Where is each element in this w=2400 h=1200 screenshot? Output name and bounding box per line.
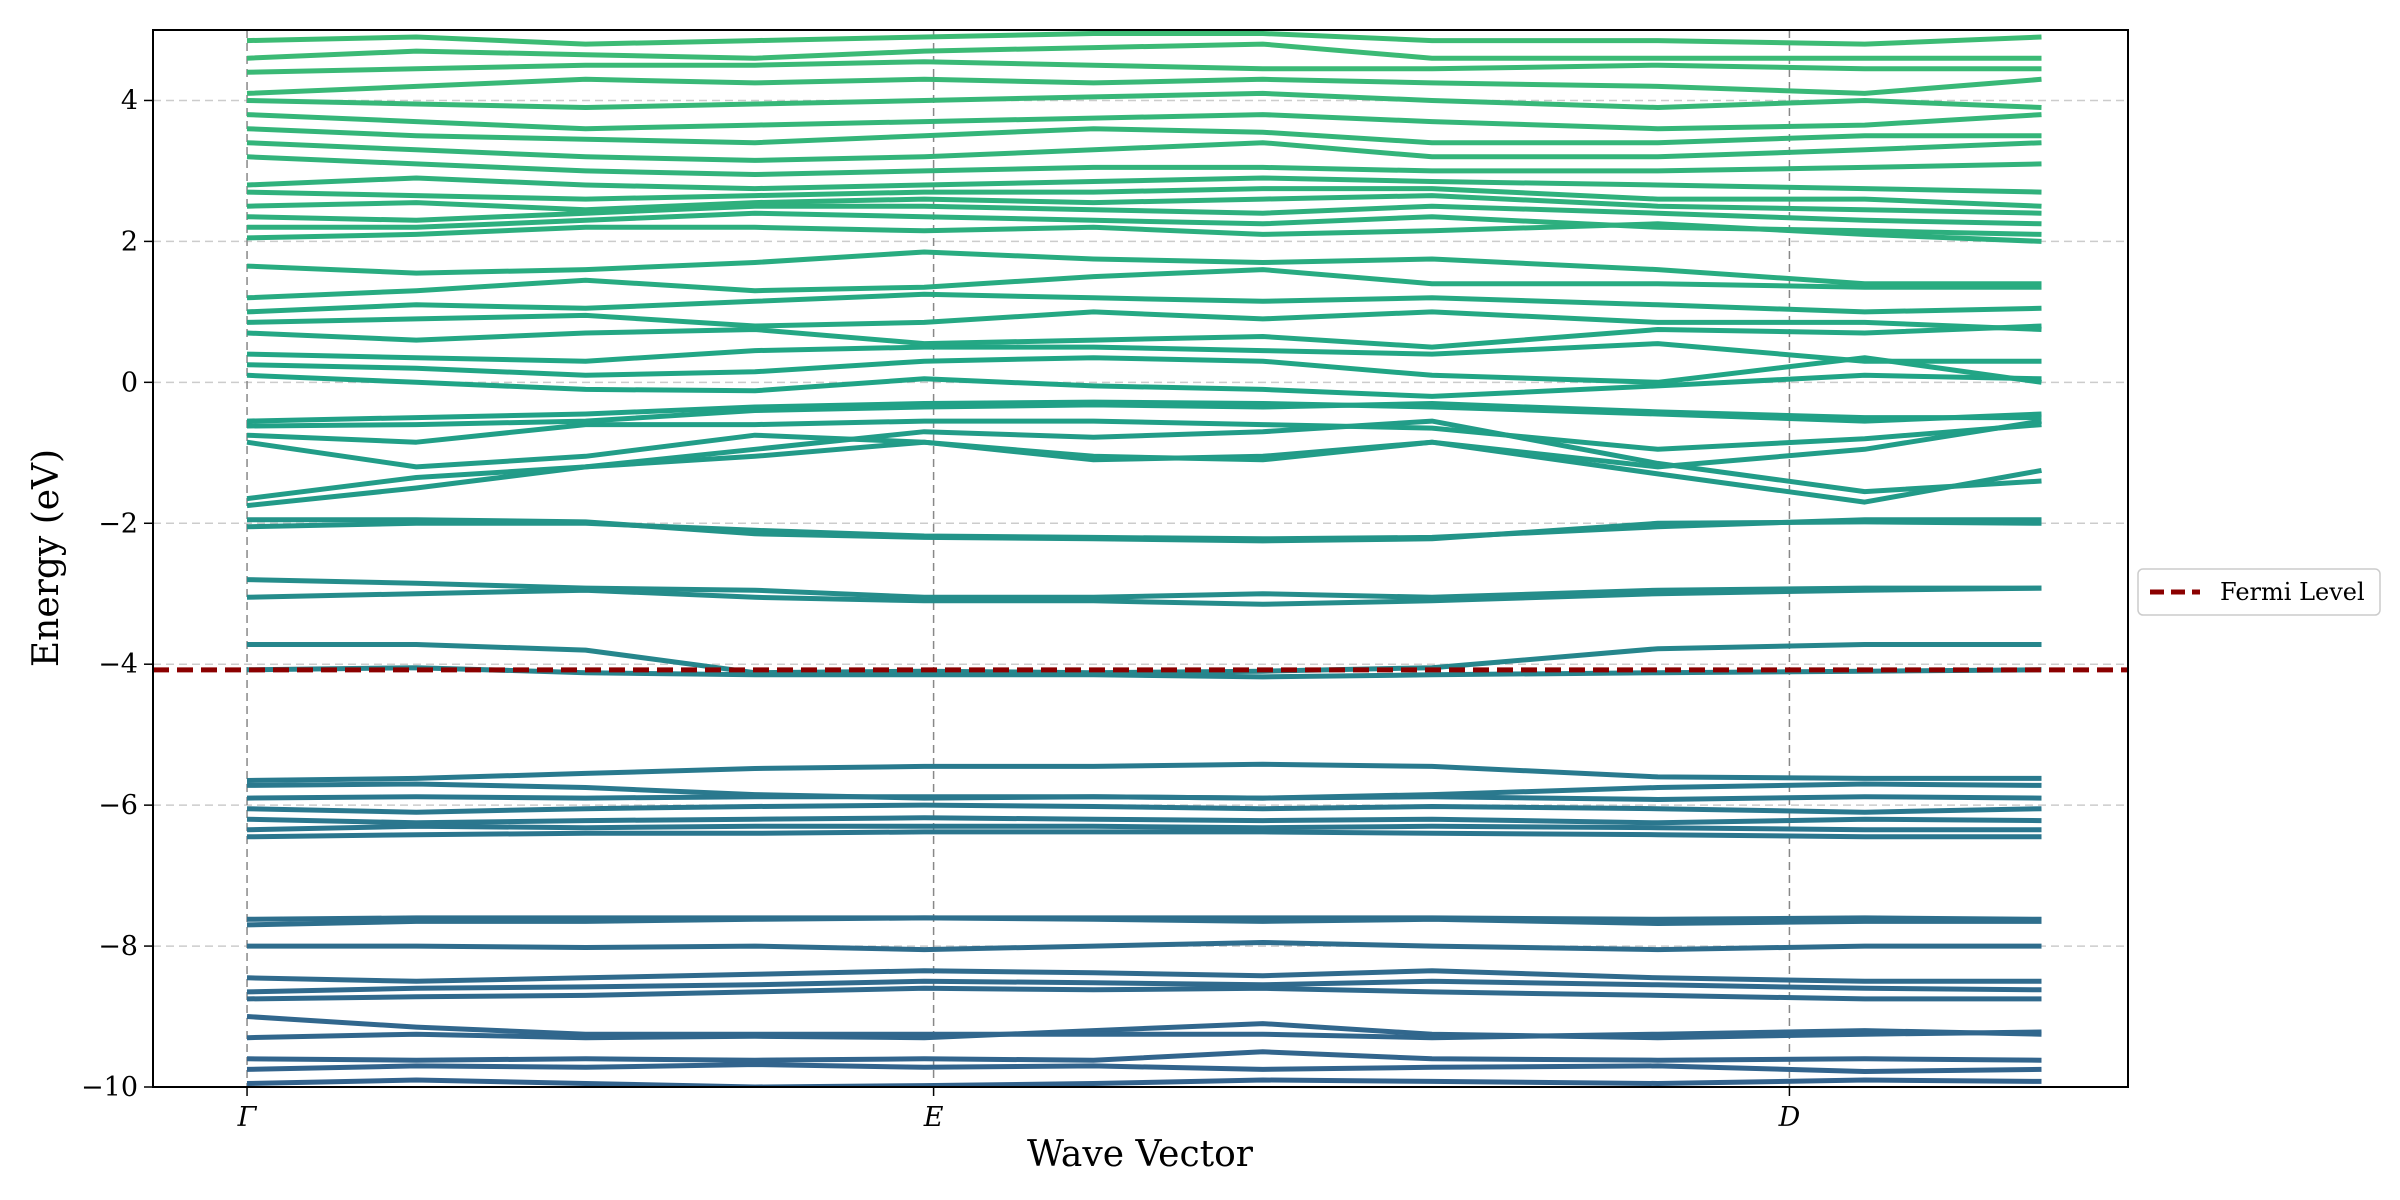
band-line-48	[246, 90, 2042, 110]
band-line-19	[247, 642, 2042, 676]
y-axis-ticks: 4 2 0 −2 −4 −6 −8 −10	[81, 85, 153, 1103]
band-line-13	[246, 815, 2042, 826]
band-line-20	[246, 585, 2042, 607]
band-line-30	[246, 372, 2042, 399]
band-line-16	[246, 781, 2042, 801]
band-line-5	[246, 985, 2042, 1002]
y-tick-label-5: −6	[98, 790, 138, 821]
band-line-28	[246, 401, 2042, 429]
band-line-14	[246, 802, 2042, 815]
band-line-45	[246, 140, 2042, 163]
x-tick-label-2: D	[1778, 1102, 1801, 1133]
band-line-47	[246, 112, 2042, 132]
band-line-21	[246, 577, 2042, 600]
band-line-51	[246, 41, 2042, 61]
legend: Fermi Level	[2137, 568, 2381, 616]
y-axis-label: Energy (eV)	[26, 449, 67, 667]
band-line-7	[246, 968, 2042, 984]
plot-frame	[152, 29, 2129, 1088]
band-line-23	[247, 517, 2042, 544]
y-tick-label-7: −10	[81, 1072, 138, 1103]
band-line-25	[246, 418, 2042, 502]
band-line-32	[246, 341, 2042, 364]
band-line-40	[246, 203, 2042, 227]
band-line-6	[246, 978, 2042, 995]
band-lines	[246, 31, 2042, 1087]
band-line-11	[246, 829, 2042, 840]
band-line-31	[246, 355, 2042, 385]
band-line-43	[246, 175, 2042, 195]
band-line-4	[246, 1014, 2042, 1041]
band-line-33	[246, 323, 2042, 350]
band-line-38	[246, 221, 2042, 244]
band-line-42	[246, 186, 2042, 209]
band-line-36	[246, 267, 2042, 301]
y-tick-label-6: −8	[98, 931, 138, 962]
band-line-52	[246, 31, 2042, 47]
band-line-49	[246, 76, 2042, 96]
y-tick-label-3: −2	[98, 508, 138, 539]
x-tick-label-1: E	[923, 1102, 944, 1133]
band-line-41	[246, 193, 2042, 216]
band-line-10	[246, 915, 2042, 922]
band-line-35	[246, 291, 2042, 315]
band-line-37	[246, 249, 2042, 287]
band-line-2	[246, 1049, 2042, 1063]
band-line-34	[246, 309, 2042, 332]
x-axis-label: Wave Vector	[1027, 1134, 1254, 1175]
band-line-0	[246, 1077, 2042, 1087]
band-line-29	[246, 399, 2042, 424]
band-line-3	[246, 1021, 2042, 1041]
y-tick-label-4: −4	[98, 649, 138, 680]
band-line-1	[246, 1062, 2042, 1074]
band-line-50	[246, 59, 2042, 75]
band-line-24	[246, 439, 2042, 509]
band-line-8	[247, 940, 2042, 953]
band-line-26	[246, 418, 2042, 470]
y-tick-label-2: 0	[121, 367, 138, 398]
band-line-27	[246, 418, 2042, 452]
x-tick-label-0: Γ	[237, 1102, 258, 1133]
legend-box	[2137, 568, 2381, 616]
legend-fermi-label: Fermi Level	[2220, 578, 2365, 606]
band-line-46	[246, 126, 2042, 146]
band-line-44	[246, 154, 2042, 177]
band-line-12	[246, 823, 2042, 833]
band-line-39	[247, 210, 2042, 237]
band-line-17	[246, 761, 2042, 783]
y-tick-label-1: 2	[121, 226, 138, 257]
y-tick-label-0: 4	[121, 85, 138, 116]
high-symmetry-lines	[246, 30, 1791, 1087]
